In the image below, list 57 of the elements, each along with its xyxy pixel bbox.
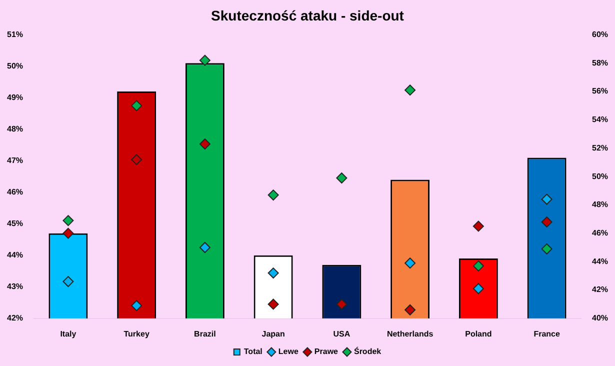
point: [404, 258, 416, 269]
y-tick-label: 47%: [6, 156, 24, 166]
y2-tick-label: 40%: [592, 314, 608, 323]
point: [268, 190, 279, 201]
point: [541, 216, 552, 228]
y-tick-label: 43%: [6, 282, 24, 292]
point: [199, 54, 210, 66]
y-tick-label: 49%: [6, 93, 24, 102]
x-tick-label: Japan: [262, 329, 285, 338]
y2-tick-label: 56%: [592, 86, 608, 96]
point: [541, 243, 552, 254]
legend-label: Lewe: [278, 347, 299, 356]
point: [472, 260, 484, 272]
x-tick-label: Brazil: [194, 329, 216, 338]
point: [404, 84, 416, 96]
point: [404, 304, 416, 316]
point: [472, 283, 484, 294]
x-tick-label: France: [534, 329, 560, 338]
x-tick-label: USA: [333, 329, 350, 338]
y2-tick-label: 52%: [592, 143, 608, 152]
point: [131, 154, 142, 166]
point: [268, 298, 279, 310]
point: [62, 215, 74, 226]
x-tick-label: Netherlands: [386, 329, 434, 338]
point: [199, 138, 210, 150]
point: [62, 228, 74, 239]
point: [336, 298, 348, 310]
point: [336, 172, 348, 184]
y-tick-label: 50%: [6, 62, 24, 71]
y2-tick-label: 54%: [592, 115, 608, 124]
point: [131, 300, 142, 312]
x-tick-label: Turkey: [124, 329, 150, 338]
y-tick-label: 45%: [6, 219, 24, 228]
legend-label: Środek: [354, 346, 382, 356]
x-tick-label: Italy: [60, 329, 77, 338]
legend-label: Total: [244, 347, 262, 356]
y-tick-label: 48%: [6, 124, 24, 134]
y2-tick-label: 46%: [592, 228, 608, 238]
y2-tick-label: 44%: [592, 256, 608, 266]
point: [62, 276, 74, 288]
y2-tick-label: 60%: [592, 30, 608, 40]
point: [199, 242, 210, 253]
y-tick-label: 51%: [6, 30, 24, 40]
chart-title: Skuteczność ataku - side-out: [211, 7, 404, 24]
y2-tick-label: 48%: [592, 200, 608, 210]
point: [541, 194, 552, 205]
y2-tick-label: 58%: [592, 58, 608, 68]
y2-tick-label: 50%: [592, 172, 608, 181]
point: [268, 268, 279, 279]
point: [131, 100, 142, 112]
x-tick-label: Poland: [465, 329, 492, 338]
y2-tick-label: 42%: [592, 285, 608, 294]
y-tick-label: 46%: [6, 188, 24, 197]
y-tick-label: 42%: [6, 314, 24, 323]
legend-label: Prawe: [314, 347, 339, 356]
y-tick-label: 44%: [6, 250, 24, 260]
point: [472, 220, 484, 232]
